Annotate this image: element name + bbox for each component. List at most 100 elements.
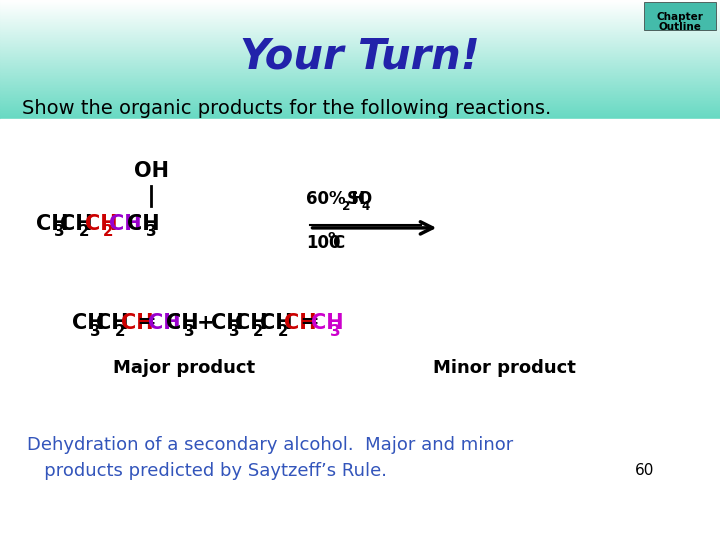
Bar bbox=[0, 3, 720, 4]
Bar bbox=[0, 108, 720, 109]
Text: Chapter: Chapter bbox=[657, 12, 704, 22]
Bar bbox=[0, 41, 720, 42]
Text: 2: 2 bbox=[278, 324, 288, 339]
Bar bbox=[0, 51, 720, 52]
Bar bbox=[0, 33, 720, 34]
Text: o: o bbox=[328, 230, 335, 240]
Bar bbox=[0, 81, 720, 82]
Bar bbox=[0, 47, 720, 48]
Bar bbox=[0, 80, 720, 81]
Text: SO: SO bbox=[347, 190, 374, 207]
Bar bbox=[0, 84, 720, 85]
Bar bbox=[0, 35, 720, 36]
Bar bbox=[0, 85, 720, 86]
Bar bbox=[0, 14, 720, 15]
Bar bbox=[0, 118, 720, 119]
Bar bbox=[0, 10, 720, 11]
Bar bbox=[0, 113, 720, 114]
Bar bbox=[0, 22, 720, 23]
FancyBboxPatch shape bbox=[644, 2, 716, 30]
Bar bbox=[0, 37, 720, 38]
Text: CH: CH bbox=[109, 213, 142, 233]
Text: CH: CH bbox=[72, 313, 104, 333]
Bar bbox=[0, 15, 720, 16]
Bar bbox=[0, 23, 720, 24]
Text: Outline: Outline bbox=[659, 22, 702, 32]
Bar bbox=[0, 102, 720, 103]
Bar bbox=[0, 109, 720, 110]
Text: 2: 2 bbox=[253, 324, 264, 339]
Text: C: C bbox=[332, 234, 345, 252]
Bar bbox=[0, 93, 720, 94]
Bar bbox=[0, 111, 720, 112]
Bar bbox=[0, 79, 720, 80]
Bar bbox=[0, 28, 720, 29]
Bar bbox=[0, 73, 720, 74]
Text: Dehydration of a secondary alcohol.  Major and minor: Dehydration of a secondary alcohol. Majo… bbox=[27, 436, 513, 455]
Text: Your Turn!: Your Turn! bbox=[240, 36, 480, 78]
Bar bbox=[0, 2, 720, 3]
Bar bbox=[0, 29, 720, 30]
Text: ═: ═ bbox=[139, 310, 153, 334]
Bar bbox=[0, 11, 720, 12]
Bar bbox=[0, 25, 720, 26]
Bar bbox=[0, 39, 720, 40]
Bar bbox=[0, 87, 720, 88]
Bar bbox=[0, 72, 720, 73]
Text: products predicted by Saytzeff’s Rule.: products predicted by Saytzeff’s Rule. bbox=[27, 462, 387, 480]
Bar bbox=[0, 20, 720, 21]
Bar bbox=[0, 31, 720, 32]
Text: 3: 3 bbox=[54, 224, 65, 239]
Bar bbox=[0, 112, 720, 113]
Bar bbox=[0, 57, 720, 58]
Bar bbox=[0, 38, 720, 39]
Bar bbox=[0, 107, 720, 108]
Bar bbox=[0, 16, 720, 17]
Bar bbox=[0, 46, 720, 47]
Bar bbox=[0, 100, 720, 101]
Bar bbox=[0, 75, 720, 76]
Bar bbox=[0, 53, 720, 54]
Bar bbox=[0, 8, 720, 9]
Text: +: + bbox=[197, 313, 214, 333]
Bar bbox=[0, 40, 720, 41]
Bar bbox=[0, 92, 720, 93]
Bar bbox=[0, 76, 720, 77]
Text: CH: CH bbox=[96, 313, 129, 333]
Text: 2: 2 bbox=[103, 224, 113, 239]
Bar bbox=[0, 48, 720, 49]
Bar bbox=[0, 21, 720, 22]
Bar bbox=[0, 89, 720, 90]
Bar bbox=[0, 119, 720, 540]
Text: 3: 3 bbox=[330, 324, 340, 339]
Text: 60% H: 60% H bbox=[306, 190, 365, 207]
Text: CH: CH bbox=[85, 213, 117, 233]
Text: CH: CH bbox=[284, 313, 317, 333]
Text: CH: CH bbox=[148, 313, 181, 333]
Bar bbox=[0, 116, 720, 117]
Text: ═: ═ bbox=[302, 310, 316, 334]
Text: 2: 2 bbox=[114, 324, 125, 339]
Bar bbox=[0, 42, 720, 43]
Bar bbox=[0, 0, 720, 1]
Bar bbox=[0, 83, 720, 84]
Text: 2: 2 bbox=[78, 224, 89, 239]
Text: 3: 3 bbox=[145, 224, 156, 239]
Bar bbox=[0, 68, 720, 69]
Bar bbox=[0, 117, 720, 118]
Bar bbox=[0, 69, 720, 70]
Bar bbox=[0, 66, 720, 67]
Bar bbox=[0, 43, 720, 44]
Bar bbox=[0, 50, 720, 51]
Bar bbox=[0, 94, 720, 95]
Bar bbox=[0, 95, 720, 96]
Bar bbox=[0, 96, 720, 97]
Bar bbox=[0, 1, 720, 2]
Text: CH: CH bbox=[166, 313, 199, 333]
Bar bbox=[0, 98, 720, 99]
Bar bbox=[0, 105, 720, 106]
Text: CH: CH bbox=[36, 213, 68, 233]
Bar bbox=[0, 97, 720, 98]
Text: Show the organic products for the following reactions.: Show the organic products for the follow… bbox=[22, 98, 551, 118]
Bar bbox=[0, 9, 720, 10]
